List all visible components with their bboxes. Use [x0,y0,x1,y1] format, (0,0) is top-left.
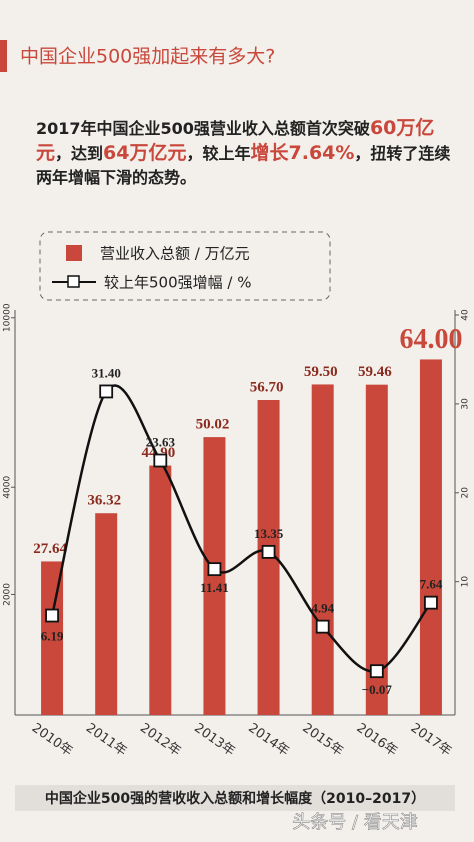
chart-title: 中国企业500强加起来有多大? [20,46,275,68]
legend-box [39,231,331,301]
line-value-label: 31.40 [92,365,121,380]
line-value-label: −0.07 [362,682,393,697]
bar [149,465,172,715]
x-tick-label: 2015年 [300,721,346,760]
legend-label: 营业收入总额 / 万亿元 [100,245,250,263]
y-tick-label: 4000 [3,475,13,498]
line-marker [261,544,276,559]
y2-tick-label: 10 [461,576,471,588]
line-value-label: 4.94 [311,601,334,616]
legend-marker [67,275,80,288]
bar-value-label: 56.70 [250,379,284,395]
line-value-label: 23.63 [146,434,176,449]
y2-tick-label: 30 [461,398,471,410]
intro-highlight: 增长7.64% [250,142,355,164]
y2-tick-label: 40 [461,309,471,321]
line-marker [45,608,59,623]
bar [95,513,118,715]
intro-text: ，较上年 [186,144,251,163]
intro-text: ，达到 [55,144,104,163]
bar [311,384,334,715]
y-tick-label: 2000 [3,583,13,606]
line-marker [207,562,222,577]
line-value-label: 7.64 [420,577,443,592]
bar [41,561,64,715]
intro: 2017年中国企业500强营业收入总额首次突破60万亿元，达到64万亿元，较上年… [36,116,456,190]
caption-band [15,785,455,811]
line-value-label: 6.19 [41,629,64,644]
x-tick-label: 2014年 [245,721,291,760]
line-value-label: 13.35 [254,526,284,541]
y-tick-label: 10000 [3,303,13,332]
legend-swatch [66,245,82,261]
bar-value-label: 50.02 [196,417,230,433]
bar-value-label: 36.32 [87,493,121,509]
line-marker [315,619,330,634]
line-marker [369,664,384,679]
x-tick-label: 2012年 [137,721,183,760]
bar-value-label: 64.00 [399,324,462,355]
line-marker [424,595,438,610]
watermark: 头条号 / 看天津 [292,812,418,833]
x-tick-label: 2013年 [191,721,237,760]
x-tick-label: 2016年 [354,721,400,760]
intro-highlight: 60万亿元 [36,117,435,164]
bar-value-label: 59.46 [358,364,392,380]
intro-highlight: 64万亿元 [103,142,187,164]
y2-tick-label: 20 [461,487,471,499]
bar [365,384,388,715]
intro-text: 2017年中国企业500强营业收入总额首次突破 [36,119,370,138]
legend-label: 较上年500强增幅 / % [104,274,251,292]
line-marker [153,453,168,468]
title-marker [0,40,7,72]
line-marker [99,384,114,399]
x-tick-label: 2010年 [29,721,75,760]
bar-value-label: 59.50 [304,364,338,380]
intro-text: ，扭转了连续两年增幅下滑的态势。 [36,144,451,187]
x-tick-label: 2011年 [83,721,129,760]
bar [203,437,226,715]
bar-value-label: 27.64 [33,541,67,557]
caption: 中国企业500强的营收收入总额和增长幅度（2010–2017） [45,790,425,807]
line-value-label: 11.41 [200,580,229,595]
bar [419,359,442,715]
x-tick-label: 2017年 [408,721,454,760]
